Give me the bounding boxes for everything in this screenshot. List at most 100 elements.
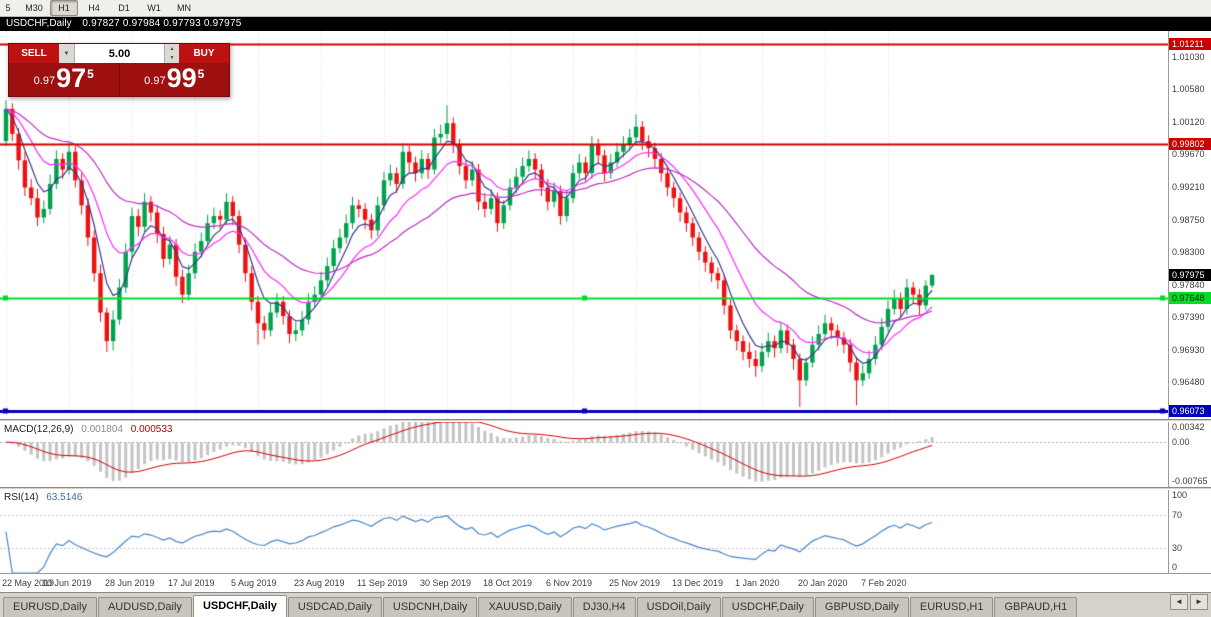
tabs-scroll-left-button[interactable]: ◄ <box>1170 594 1188 610</box>
volume-down-icon[interactable]: ▼ <box>169 55 175 62</box>
chart-tab-eurusd-h1[interactable]: EURUSD,H1 <box>909 597 994 617</box>
macd-panel-canvas[interactable] <box>0 422 1168 487</box>
date-label: 30 Sep 2019 <box>420 578 472 588</box>
price-tick: 0.99670 <box>1172 148 1205 159</box>
level-price-label: 1.01211 <box>1169 37 1211 50</box>
buy-button[interactable]: BUY <box>179 44 229 63</box>
timeframe-button-m30[interactable]: M30 <box>25 3 43 13</box>
sell-price-pip: 5 <box>87 67 94 81</box>
one-click-trading-panel: SELL ▼ 5.00 ▲ ▼ BUY 0.97 97 5 0.97 99 <box>8 43 230 97</box>
timeframe-button-mn[interactable]: MN <box>177 3 191 13</box>
volume-up-icon[interactable]: ▲ <box>169 45 175 52</box>
date-label: 5 Aug 2019 <box>231 578 277 588</box>
date-label: 17 Jul 2019 <box>168 578 215 588</box>
buy-price-prefix: 0.97 <box>144 75 166 87</box>
panel-divider-macd[interactable] <box>0 419 1211 422</box>
date-label: 7 Feb 2020 <box>861 578 907 588</box>
price-tick: 0.98750 <box>1172 214 1205 225</box>
price-tick: 0.96930 <box>1172 344 1205 355</box>
timeframe-toolbar: 5 M30 H1 H4 D1 W1 MN <box>0 0 1211 17</box>
date-axis[interactable]: 22 May 2019 10 Jun 2019 28 Jun 2019 17 Jul … <box>0 573 1211 592</box>
trade-panel-separator <box>118 63 120 96</box>
date-label: 22 May 2019 <box>2 578 55 588</box>
macd-value-main: 0.001804 <box>81 424 123 435</box>
price-tick: 1.00120 <box>1172 116 1205 127</box>
chart-tab-xauusd-daily[interactable]: XAUUSD,Daily <box>478 597 572 617</box>
sell-price-prefix: 0.97 <box>33 75 56 87</box>
date-label: 18 Oct 2019 <box>483 578 533 588</box>
chart-tab-usdchf-daily[interactable]: USDCHF,Daily <box>721 597 814 617</box>
timeframe-button-h1[interactable]: H1 <box>50 0 78 16</box>
level-price-label: 0.96073 <box>1169 404 1211 417</box>
macd-scale[interactable]: 0.00342 0.00 -0.00765 <box>1168 422 1210 487</box>
chart-tab-usdchf-daily[interactable]: USDCHF,Daily <box>192 595 287 617</box>
macd-tick: 0.00342 <box>1172 422 1205 432</box>
chart-tabs-bar: EURUSD,Daily AUDUSD,Daily USDCHF,Daily USDC… <box>0 592 1211 617</box>
panel-divider-rsi[interactable] <box>0 487 1211 490</box>
date-label: 25 Nov 2019 <box>609 578 661 588</box>
chart-title-symbol: USDCHF,Daily <box>6 18 72 29</box>
price-tick: 1.01030 <box>1172 51 1205 62</box>
price-tick: 0.99210 <box>1172 181 1205 192</box>
price-tick: 0.96480 <box>1172 376 1205 387</box>
price-tick: 0.98300 <box>1172 246 1205 257</box>
price-scale[interactable]: 1.01030 1.00580 1.00120 0.99670 0.99210 0.987… <box>1168 31 1211 419</box>
chart-title-ohlc: 0.97827 0.97984 0.97793 0.97975 <box>82 18 242 29</box>
rsi-panel-canvas[interactable] <box>0 490 1168 573</box>
macd-name: MACD(12,26,9) <box>4 424 74 435</box>
price-tick: 1.00580 <box>1172 83 1205 94</box>
price-tick: 0.97390 <box>1172 311 1205 322</box>
volume-stepper: ▲ ▼ <box>164 44 179 63</box>
timeframe-button-h4[interactable]: H4 <box>88 3 100 13</box>
date-label: 1 Jan 2020 <box>735 578 780 588</box>
trade-panel-top-row: SELL ▼ 5.00 ▲ ▼ BUY <box>9 44 229 63</box>
level-price-label: 0.97648 <box>1169 292 1211 305</box>
rsi-scale[interactable]: 100 70 30 0 <box>1168 490 1210 573</box>
macd-tick: -0.00765 <box>1172 476 1208 486</box>
date-label: 28 Jun 2019 <box>105 578 155 588</box>
rsi-name: RSI(14) <box>4 492 39 503</box>
volume-dropdown-icon[interactable]: ▼ <box>59 44 75 63</box>
buy-price-pip: 5 <box>197 67 205 81</box>
current-price-label: 0.97975 <box>1169 269 1211 282</box>
date-label: 13 Dec 2019 <box>672 578 724 588</box>
rsi-tick: 70 <box>1172 509 1183 520</box>
chart-tab-audusd-daily[interactable]: AUDUSD,Daily <box>97 597 192 617</box>
trade-panel-price-row: 0.97 97 5 0.97 99 5 <box>9 63 229 96</box>
macd-indicator-label: MACD(12,26,9) 0.001804 0.000533 <box>4 424 172 435</box>
chart-tab-gbpusd-daily[interactable]: GBPUSD,Daily <box>814 597 909 617</box>
date-label: 10 Jun 2019 <box>42 578 92 588</box>
buy-price-display: 0.97 99 5 <box>120 63 230 96</box>
macd-tick: 0.00 <box>1172 437 1190 448</box>
tabs-scroll-right-button[interactable]: ► <box>1190 594 1208 610</box>
sell-price-big: 97 <box>56 63 87 93</box>
date-label: 23 Aug 2019 <box>294 578 345 588</box>
sell-button[interactable]: SELL <box>9 44 59 63</box>
chart-tab-dj30-h4[interactable]: DJ30,H4 <box>572 597 636 617</box>
level-price-label: 0.99802 <box>1169 138 1211 151</box>
chart-tab-eurusd-daily[interactable]: EURUSD,Daily <box>3 597 97 617</box>
chart-tab-usdcad-daily[interactable]: USDCAD,Daily <box>287 597 382 617</box>
date-label: 6 Nov 2019 <box>546 578 593 588</box>
timeframe-button-5[interactable]: 5 <box>5 3 11 13</box>
chart-tab-usdcnh-daily[interactable]: USDCNH,Daily <box>382 597 478 617</box>
chart-tab-gbpaud-h1[interactable]: GBPAUD,H1 <box>994 597 1078 617</box>
volume-input[interactable]: 5.00 <box>75 44 164 63</box>
rsi-tick: 100 <box>1172 490 1188 500</box>
rsi-tick: 30 <box>1172 543 1183 554</box>
buy-price-big: 99 <box>166 63 197 93</box>
chart-title-bar[interactable]: USDCHF,Daily 0.97827 0.97984 0.97793 0.9… <box>0 17 1211 31</box>
price-tick: 0.97840 <box>1172 279 1205 290</box>
rsi-indicator-label: RSI(14) 63.5146 <box>4 492 82 503</box>
tabs-scroll-controls: ◄ ► <box>1168 590 1208 617</box>
timeframe-button-d1[interactable]: D1 <box>118 3 130 13</box>
macd-value-signal: 0.000533 <box>130 424 173 435</box>
timeframe-button-w1[interactable]: W1 <box>147 3 161 13</box>
rsi-value: 63.5146 <box>46 492 83 503</box>
date-label: 20 Jan 2020 <box>798 578 848 588</box>
chart-tab-usdoil-daily[interactable]: USDOil,Daily <box>636 597 721 617</box>
chart-tabs: EURUSD,Daily AUDUSD,Daily USDCHF,Daily USDC… <box>3 595 1168 617</box>
rsi-tick: 0 <box>1172 562 1178 572</box>
sell-price-display: 0.97 97 5 <box>9 63 119 96</box>
